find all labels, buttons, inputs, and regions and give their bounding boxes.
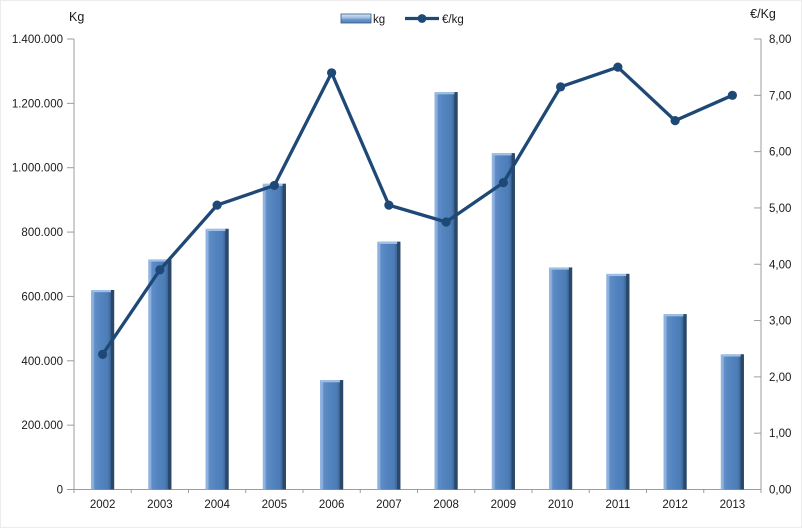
x-axis-category-label: 2011 xyxy=(606,499,631,511)
x-axis-category-label: 2006 xyxy=(319,499,345,511)
x-axis-category-label: 2010 xyxy=(548,499,574,511)
right-axis-tick-label: 8,00 xyxy=(769,34,791,46)
price-point-2005[interactable] xyxy=(269,180,279,191)
price-line[interactable] xyxy=(100,65,735,357)
price-point-2006[interactable] xyxy=(327,68,337,78)
x-axis-category-label: 2012 xyxy=(662,499,688,511)
left-axis-title: Kg xyxy=(69,10,84,24)
bar-2010[interactable] xyxy=(549,267,573,490)
bar-2005[interactable] xyxy=(262,183,286,490)
bar-2013[interactable] xyxy=(720,354,744,490)
bar-2007[interactable] xyxy=(377,241,401,490)
price-point-2010[interactable] xyxy=(556,82,566,92)
price-point-2013[interactable] xyxy=(727,90,737,100)
bar-2012[interactable] xyxy=(663,314,687,490)
left-axis-tick-label: 200.000 xyxy=(21,420,63,432)
left-axis-tick-label: 400.000 xyxy=(21,356,63,368)
legend-bar-swatch-icon[interactable] xyxy=(340,13,372,24)
legend: kg €/kg xyxy=(340,13,464,26)
bar-2002[interactable] xyxy=(91,289,115,490)
bar-2008[interactable] xyxy=(434,92,458,490)
bar-2006[interactable] xyxy=(320,380,344,490)
x-axis-category-label: 2005 xyxy=(262,499,288,511)
right-axis-tick-label: 6,00 xyxy=(769,147,791,159)
left-axis-tick-label: 600.000 xyxy=(21,291,63,303)
price-point-2004[interactable] xyxy=(212,200,222,210)
price-point-2012[interactable] xyxy=(670,116,680,126)
legend-line-marker-icon[interactable] xyxy=(417,14,427,23)
legend-label-kg[interactable]: kg xyxy=(373,14,385,26)
x-axis-category-label: 2007 xyxy=(376,499,402,511)
price-point-2002[interactable] xyxy=(98,349,108,359)
right-axis-title: €/Kg xyxy=(750,7,776,21)
bar-2003[interactable] xyxy=(148,259,172,490)
right-axis-tick-label: 3,00 xyxy=(769,316,791,328)
left-axis-tick-label: 1.400.000 xyxy=(12,34,63,46)
right-axis-tick-label: 2,00 xyxy=(769,372,791,384)
bar-2004[interactable] xyxy=(205,228,229,490)
bar-2011[interactable] xyxy=(606,273,630,490)
left-axis-tick-label: 1.200.000 xyxy=(12,98,63,110)
right-axis-tick-label: 7,00 xyxy=(769,90,791,102)
price-point-2007[interactable] xyxy=(384,200,394,210)
right-axis-tick-label: 1,00 xyxy=(769,428,791,440)
price-point-2011[interactable] xyxy=(613,62,623,72)
x-axis-category-label: 2004 xyxy=(204,499,230,511)
x-axis-category-label: 2003 xyxy=(147,499,173,511)
price-point-2003[interactable] xyxy=(155,265,165,275)
x-axis-category-label: 2008 xyxy=(433,499,459,511)
left-axis-tick-label: 1.000.000 xyxy=(12,163,63,175)
left-axis-tick-label: 800.000 xyxy=(21,227,63,239)
legend-label-eur-kg[interactable]: €/kg xyxy=(442,14,464,26)
price-point-2008[interactable] xyxy=(441,217,451,227)
x-axis-category-label: 2002 xyxy=(90,499,116,511)
price-point-2009[interactable] xyxy=(498,177,508,188)
right-axis-tick-label: 5,00 xyxy=(769,203,791,215)
right-axis-tick-label: 0,00 xyxy=(769,485,791,497)
right-axis-tick-label: 4,00 xyxy=(769,259,791,271)
x-axis-category-label: 2009 xyxy=(491,499,517,511)
x-axis-category-label: 2013 xyxy=(720,499,746,511)
bar-2009[interactable] xyxy=(491,153,515,490)
left-axis-tick-label: 0 xyxy=(57,485,63,497)
